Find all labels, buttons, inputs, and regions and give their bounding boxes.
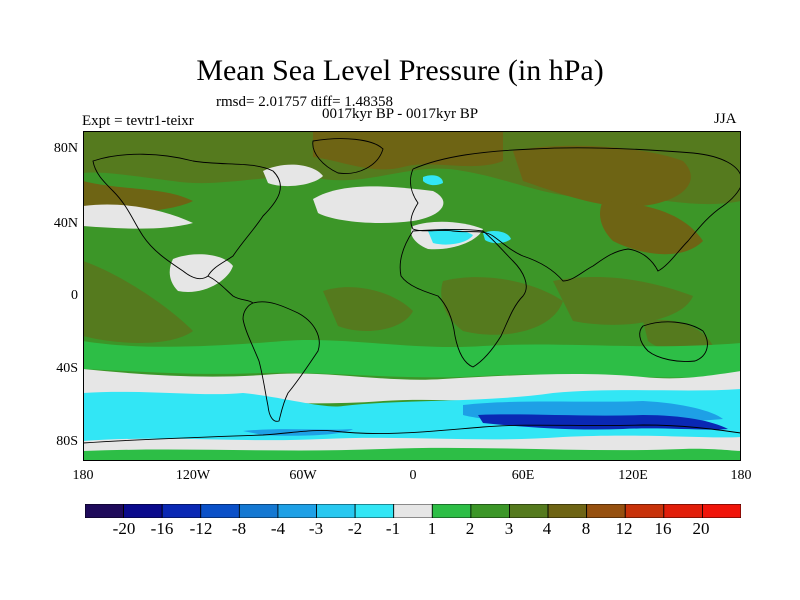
lat-label-40n: 40N (53, 216, 78, 231)
colorbar-label: -1 (385, 519, 401, 538)
colorbar-swatch (663, 504, 703, 518)
lat-label-80n: 80N (53, 141, 78, 156)
antarctica-coast (83, 424, 741, 444)
lon-label-60e: 60E (511, 468, 535, 483)
olive-east-asia (600, 201, 703, 255)
colorbar-label: 12 (615, 519, 633, 538)
colorbar-swatch (624, 504, 665, 518)
colorbar-swatch (586, 504, 626, 518)
lon-label-120w: 120W (175, 468, 211, 483)
north-america-coast (92, 153, 281, 280)
coastlines (83, 138, 741, 444)
colorbar-swatch (547, 504, 588, 518)
colorbar-swatch (316, 504, 356, 518)
colorbar-label: 1 (427, 519, 437, 538)
cyan-patch-scandinavia (423, 175, 443, 186)
colorbar (85, 504, 741, 518)
gray-patch-atlantic (313, 186, 444, 224)
colorbar-swatch (702, 504, 741, 518)
africa-coast (399, 229, 527, 368)
colorbar-swatch (470, 504, 510, 518)
lon-label-180w: 180 (72, 468, 94, 483)
colorbar-swatch (238, 504, 279, 518)
colorbar-swatch (161, 504, 202, 518)
colorbar-swatch (509, 504, 549, 518)
olive-tropical-africa (441, 277, 563, 335)
siberia-brown (513, 145, 691, 207)
cyan-patch-sahara (428, 228, 473, 245)
period-label: 0017kyr BP - 0017kyr BP (322, 106, 479, 122)
pressure-map (83, 131, 741, 461)
colorbar-label: -20 (112, 519, 136, 538)
gray-patch-labrador (263, 164, 323, 187)
colorbar-label: -12 (189, 519, 213, 538)
experiment-label: Expt = tevtr1-teixr (82, 113, 194, 129)
lat-label-80s: 80S (56, 434, 78, 449)
colorbar-label: 3 (504, 519, 514, 538)
lon-label-120e: 120E (618, 468, 648, 483)
stats-label: rmsd= 2.01757 diff= 1.48358 (216, 94, 394, 110)
north-atlantic-brown (313, 131, 503, 170)
olive-south-pacific (83, 261, 193, 343)
greenland-coast (312, 138, 384, 174)
map-frame (83, 131, 741, 461)
lon-label-60w: 60W (289, 468, 317, 483)
colorbar-swatch (431, 504, 472, 518)
central-america-coast (207, 275, 254, 304)
colorbar-label: -3 (308, 519, 324, 538)
colorbar-label: -16 (150, 519, 174, 538)
plot-title: Mean Sea Level Pressure (in hPa) (196, 54, 604, 87)
colorbar-swatch (85, 504, 124, 518)
colorbar-label: 8 (581, 519, 591, 538)
lon-label-0: 0 (409, 468, 417, 483)
lat-label-0: 0 (71, 288, 78, 303)
south-america-coast (242, 301, 320, 422)
colorbar-label: 20 (692, 519, 710, 538)
lat-label-40s: 40S (56, 361, 78, 376)
olive-south-atlantic (323, 287, 413, 331)
colorbar-label: 4 (542, 519, 552, 538)
colorbar-swatch (354, 504, 395, 518)
colorbar-swatch (123, 504, 163, 518)
colorbar-swatch (277, 504, 317, 518)
lon-label-180e: 180 (730, 468, 752, 483)
colorbar-label: -8 (231, 519, 247, 538)
eurasia-coast (410, 147, 741, 282)
olive-indian-ocean (553, 276, 693, 325)
colorbar-label: -4 (270, 519, 286, 538)
colorbar-swatch (393, 504, 433, 518)
australia-coast (639, 321, 708, 362)
southern-lightgreen-band (83, 339, 741, 378)
antarctic-bottom-green (83, 447, 741, 461)
olive-australia (643, 319, 713, 353)
colorbar-swatch (200, 504, 240, 518)
gray-patch-pacific-north (83, 204, 193, 229)
colorbar-label: 2 (465, 519, 475, 538)
colorbar-label: -2 (347, 519, 363, 538)
colorbar-label: 16 (654, 519, 672, 538)
season-label: JJA (714, 111, 737, 127)
